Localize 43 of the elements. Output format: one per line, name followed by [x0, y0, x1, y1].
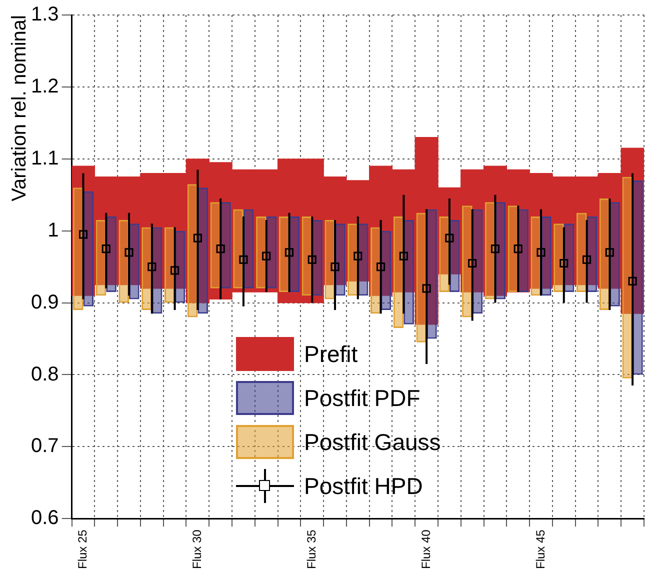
point — [399, 252, 408, 260]
y-tick-label: 1 — [48, 219, 59, 242]
point — [239, 255, 248, 264]
y-tick-label: 1.1 — [30, 147, 59, 170]
legend-label: Postfit Gauss — [304, 428, 441, 456]
y-tick-label: 0.8 — [30, 363, 59, 386]
point — [284, 248, 294, 257]
point — [354, 252, 362, 260]
x-tick-label: Flux 45 — [533, 529, 548, 570]
y-tick-label: 1.2 — [30, 75, 59, 98]
point — [536, 248, 546, 257]
point — [628, 276, 637, 286]
point — [445, 234, 454, 242]
x-tick-label: Flux 40 — [418, 529, 433, 570]
point — [490, 244, 500, 254]
legend-label: Prefit — [304, 340, 358, 368]
point — [468, 258, 477, 268]
point — [582, 255, 592, 264]
point — [170, 266, 180, 275]
point — [605, 248, 614, 257]
x-tick-label: Flux 25 — [76, 529, 90, 570]
legend-label: Postfit PDF — [304, 384, 420, 412]
point — [193, 234, 202, 242]
point — [376, 262, 386, 272]
y-tick-label: 0.6 — [30, 507, 59, 530]
point — [262, 252, 271, 260]
point — [422, 284, 431, 293]
point — [216, 244, 225, 254]
point — [102, 244, 110, 254]
point — [560, 258, 568, 268]
x-tick-label: Flux 30 — [190, 529, 204, 570]
y-axis-title: Variation rel. nominal — [8, 15, 31, 202]
point — [78, 230, 88, 239]
point — [124, 248, 134, 257]
x-tick-label: Flux 35 — [304, 529, 318, 570]
y-tick-label: 1.3 — [30, 4, 59, 26]
y-tick-label: 0.7 — [30, 435, 59, 458]
point — [148, 262, 156, 272]
point — [330, 262, 340, 272]
legend-label: Postfit HPD — [304, 472, 423, 500]
y-tick-label: 0.9 — [30, 291, 59, 314]
point — [308, 255, 316, 264]
point — [514, 244, 522, 254]
